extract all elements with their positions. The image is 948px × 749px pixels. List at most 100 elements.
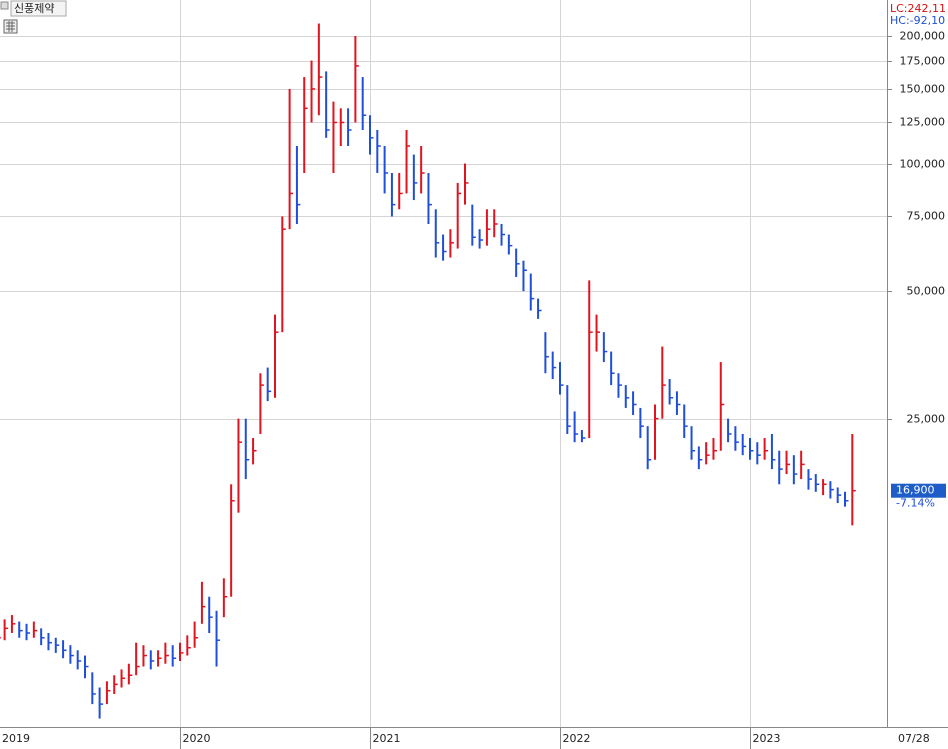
price-range	[566, 385, 569, 434]
price-range	[76, 650, 79, 670]
x-tick-label: 2021	[373, 732, 401, 745]
price-range	[785, 450, 788, 475]
change-label: -7.14%	[896, 497, 935, 510]
price-range	[127, 663, 130, 685]
price-range	[537, 298, 540, 319]
price-range	[632, 391, 635, 416]
grid	[0, 0, 887, 727]
price-range	[464, 163, 466, 205]
price-range	[332, 101, 335, 173]
price-range	[179, 642, 181, 661]
price-range	[427, 172, 430, 224]
y-tick-label: 25,000	[907, 413, 946, 426]
price-range	[661, 346, 664, 419]
price-range	[770, 433, 773, 470]
title-icon[interactable]	[0, 1, 9, 10]
price-range	[434, 209, 437, 258]
price-range	[580, 430, 583, 443]
price-range	[18, 621, 21, 638]
price-range	[303, 77, 306, 173]
price-range	[529, 273, 532, 311]
price-range	[40, 628, 43, 646]
table-icon-lines	[6, 21, 15, 32]
price-range	[98, 687, 101, 719]
chart-title: 신풍제약	[14, 1, 54, 15]
price-range	[705, 442, 708, 465]
price-range	[507, 234, 510, 255]
price-range	[588, 280, 591, 439]
y-tick-label: 125,000	[900, 116, 946, 129]
price-range	[25, 623, 28, 641]
price-range	[215, 610, 218, 667]
price-range	[149, 650, 152, 670]
price-range	[281, 216, 284, 333]
price-range	[288, 88, 291, 230]
price-range	[654, 404, 656, 460]
price-range	[851, 433, 854, 526]
price-range	[3, 619, 6, 641]
price-range	[222, 578, 225, 618]
price-range	[456, 182, 459, 249]
price-range	[347, 108, 350, 147]
price-range	[471, 204, 474, 246]
last-price-box	[891, 483, 946, 498]
price-range	[259, 373, 262, 434]
last-date: 07/28	[898, 732, 930, 745]
lc-label: LC:242,11	[890, 2, 946, 15]
price-range	[485, 209, 488, 246]
price-range	[756, 442, 759, 465]
price-range	[442, 234, 445, 261]
price-range	[105, 681, 108, 705]
price-range	[515, 248, 518, 277]
price-range	[310, 60, 313, 123]
price-range	[412, 154, 415, 201]
price-range	[193, 621, 196, 648]
price-range	[522, 260, 525, 292]
price-range	[398, 172, 401, 210]
price-range	[697, 446, 700, 470]
title-box	[10, 0, 67, 17]
price-range	[814, 474, 817, 492]
x-tick-label: 2020	[183, 732, 211, 745]
price-range	[639, 407, 642, 439]
price-range	[478, 229, 481, 249]
price-range	[602, 332, 605, 363]
price-range	[164, 642, 167, 664]
price-range	[390, 172, 393, 217]
price-range	[778, 450, 781, 485]
last-price-label: 16,900	[896, 484, 935, 497]
price-range	[749, 438, 751, 460]
price-range	[690, 426, 693, 460]
y-tick-label: 150,000	[900, 83, 946, 96]
price-range	[361, 77, 364, 130]
price-range	[420, 146, 423, 194]
price-range	[741, 433, 744, 456]
price-range	[317, 23, 320, 116]
price-range	[712, 438, 715, 460]
hc-label: HC:-92,10	[890, 14, 945, 27]
price-range	[610, 351, 613, 386]
price-range	[624, 385, 627, 408]
y-tick-label: 200,000	[900, 30, 946, 43]
price-range	[266, 367, 269, 402]
price-range	[369, 115, 371, 155]
price-range	[135, 642, 138, 676]
price-range	[675, 391, 678, 416]
y-tick-label: 175,000	[900, 55, 946, 68]
price-range	[763, 438, 766, 460]
price-range	[171, 645, 174, 667]
x-tick-label: 2019	[2, 732, 30, 745]
price-range	[551, 351, 554, 380]
price-range	[47, 632, 50, 651]
price-range	[208, 596, 211, 633]
price-bars	[0, 23, 856, 719]
x-tick-label: 2022	[563, 732, 591, 745]
y-tick-label: 50,000	[907, 285, 946, 298]
price-range	[274, 314, 276, 398]
price-range	[200, 581, 203, 624]
price-range	[32, 621, 35, 638]
price-range	[595, 314, 598, 352]
price-range	[339, 108, 342, 147]
